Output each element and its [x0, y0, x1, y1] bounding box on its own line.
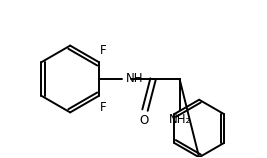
Text: O: O: [139, 114, 148, 127]
Text: NH₂: NH₂: [168, 113, 191, 126]
Text: NH: NH: [125, 73, 143, 85]
Text: F: F: [100, 44, 107, 57]
Text: F: F: [100, 101, 107, 114]
